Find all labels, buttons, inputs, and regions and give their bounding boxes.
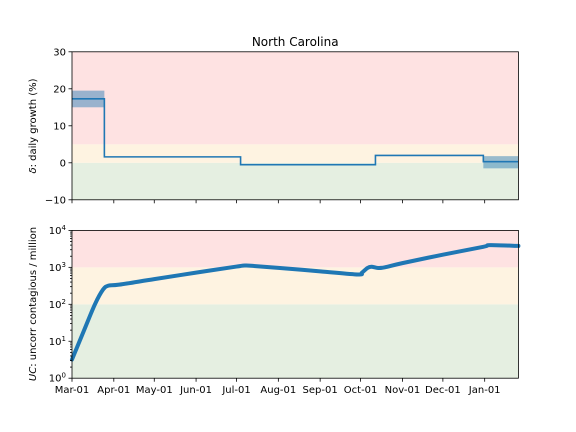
bottom-data-layer <box>70 243 521 362</box>
top-series-line-0 <box>72 97 519 166</box>
top-band-1 <box>72 144 519 163</box>
bottom-x-tick-label-10: Jan-01 <box>468 385 501 396</box>
bottom-x-tick-label-8: Nov-01 <box>385 385 421 396</box>
bottom-y-tick-exponent-0: 0 <box>62 372 66 380</box>
top-y-tick-label-2: 10 <box>53 121 66 132</box>
bottom-y-tick-label-0: 100 <box>49 372 66 385</box>
bottom-band-1 <box>72 267 519 305</box>
bottom-band-2 <box>72 230 519 268</box>
top-y-axis-label-symbol: δ <box>28 167 39 173</box>
top-band-2 <box>72 51 519 145</box>
chart-title: North Carolina <box>252 35 339 49</box>
top-data-layer <box>72 90 519 169</box>
bottom-y-tick-base-0: 10 <box>49 374 62 385</box>
bottom-x-tick-label-7: Oct-01 <box>344 385 378 396</box>
bottom-y-tick-label-1: 101 <box>49 335 66 348</box>
bottom-y-tick-base-3: 10 <box>49 263 62 274</box>
bottom-threshold-bands <box>72 230 519 379</box>
bottom-y-tick-exponent-4: 4 <box>62 224 67 232</box>
top-y-tick-label-0: −10 <box>45 195 66 206</box>
bottom-x-tick-label-6: Sep-01 <box>303 385 338 396</box>
bottom-x-tick-label-1: Apr-01 <box>97 385 130 396</box>
bottom-y-tick-label-3: 103 <box>49 261 66 274</box>
bottom-y-axis-label: UC: uncorr contagious / million <box>28 227 39 381</box>
top-axes: −10 0 10 20 30 <box>45 47 519 206</box>
top-band-0 <box>72 162 519 200</box>
top-chart-panel: −10 0 10 20 30 North Carolina δ: daily growt… <box>28 35 519 206</box>
bottom-x-tick-label-0: Mar-01 <box>55 385 90 396</box>
bottom-y-tick-exponent-1: 1 <box>62 335 66 343</box>
bottom-x-tick-label-2: May-01 <box>136 385 173 396</box>
bottom-y-tick-base-1: 10 <box>49 337 62 348</box>
bottom-y-tick-label-4: 104 <box>49 224 67 237</box>
top-y-axis-label: δ: daily growth (%) <box>28 78 39 173</box>
bottom-y-axis-label-symbol: UC <box>28 367 39 381</box>
bottom-x-tick-label-9: Dec-01 <box>425 385 461 396</box>
bottom-y-tick-label-2: 102 <box>49 298 66 311</box>
bottom-x-tick-label-5: Aug-01 <box>260 385 296 396</box>
bottom-x-tick-label-4: Jul-01 <box>221 385 250 396</box>
top-y-tick-label-4: 30 <box>53 47 66 58</box>
top-threshold-bands <box>72 51 519 200</box>
bottom-y-tick-exponent-2: 2 <box>62 298 66 306</box>
top-y-axis-label-text: : daily growth (%) <box>28 78 39 167</box>
bottom-y-axis-label-text: : uncorr contagious / million <box>28 227 39 367</box>
bottom-y-tick-exponent-3: 3 <box>62 261 66 269</box>
bottom-x-tick-label-3: Jun-01 <box>179 385 212 396</box>
bottom-series-line-0 <box>70 243 521 362</box>
top-y-tick-label-1: 0 <box>60 158 66 169</box>
bottom-y-tick-base-2: 10 <box>49 300 62 311</box>
bottom-y-tick-base-4: 10 <box>49 226 62 237</box>
bottom-band-0 <box>72 304 519 379</box>
top-y-tick-label-3: 20 <box>53 84 66 95</box>
